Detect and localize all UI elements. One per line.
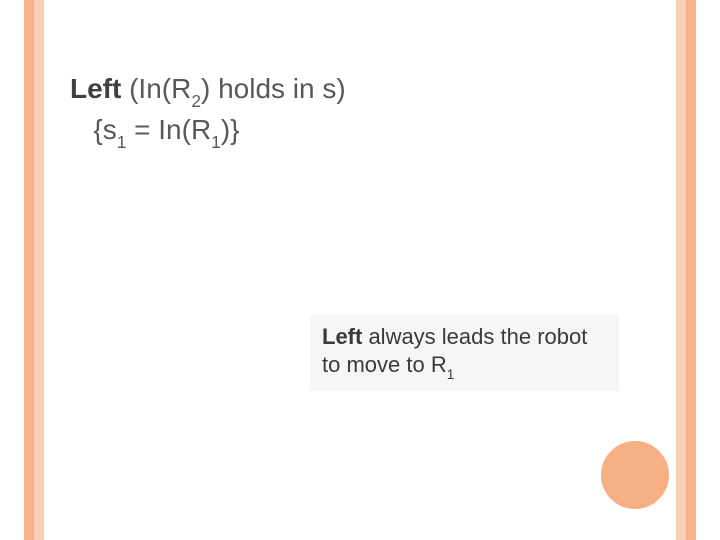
line2-b: = In(R: [126, 114, 211, 145]
cond-subscript: 2: [191, 91, 201, 111]
right-inner-stripe: [676, 0, 686, 540]
line2-a: {s: [93, 114, 116, 145]
left-outer-stripe: [24, 0, 34, 540]
note-rest: always leads the robot to move to R: [322, 324, 587, 377]
cond-open: (In(R: [121, 73, 191, 104]
note-box: Left always leads the robot to move to R…: [310, 315, 619, 391]
slide: Left (In(R2) holds in s) {s1 = In(R1)} L…: [0, 0, 720, 540]
note-sub: 1: [447, 367, 455, 382]
line2-sub1: 1: [117, 132, 127, 152]
cond-close: ) holds in s): [201, 73, 346, 104]
left-keyword: Left: [70, 73, 121, 104]
main-text-block: Left (In(R2) holds in s) {s1 = In(R1)}: [70, 70, 346, 152]
line2-sub2: 1: [211, 132, 221, 152]
left-inner-stripe: [34, 0, 44, 540]
accent-circle: [598, 438, 672, 512]
line2-c: )}: [221, 114, 240, 145]
right-outer-stripe: [686, 0, 696, 540]
note-bold: Left: [322, 324, 362, 349]
